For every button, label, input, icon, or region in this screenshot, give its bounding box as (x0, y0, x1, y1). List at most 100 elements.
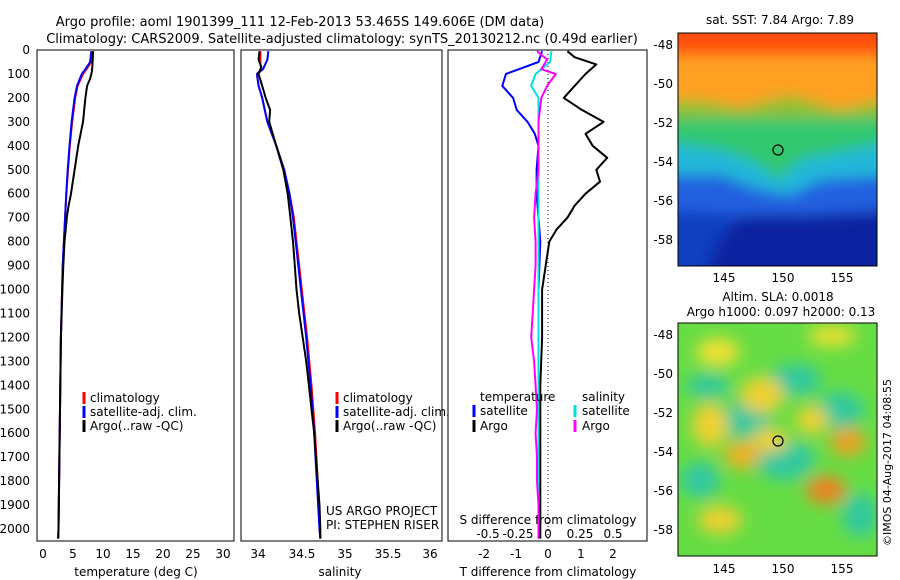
tick-label: 35.5 (375, 547, 402, 561)
legend-header: temperature (480, 390, 555, 404)
float-location-marker (772, 435, 784, 447)
temperature-panel: 0 5 10 15 20 25 30 010020030040050060070… (0, 43, 235, 579)
legend-label: climatology (90, 391, 160, 405)
depth-tick-label: 700 (7, 211, 30, 225)
figure-title-line2: Climatology: CARS2009. Satellite-adjuste… (46, 32, 638, 47)
tick-label: 155 (831, 562, 854, 576)
tick-label: 0 (39, 547, 47, 561)
depth-tick-label: 1000 (0, 283, 30, 297)
sla-map-title-line2: Argo h1000: 0.097 h2000: 0.13 (687, 305, 876, 319)
legend-label: Argo (582, 419, 610, 433)
sst-map-y-ticks: -48 -50 -52 -54 -56 -58 (653, 38, 673, 247)
depth-tick-label: 400 (7, 139, 30, 153)
tick-label: -54 (653, 445, 673, 459)
tick-label: 34 (250, 547, 265, 561)
series-line-satellite-salinity (530, 51, 553, 539)
tick-label: -56 (653, 194, 673, 208)
tick-label: 150 (772, 271, 795, 285)
tick-label: 25 (185, 547, 200, 561)
depth-tick-label: 200 (7, 91, 30, 105)
difference-x-ticks: -2 -1 0 1 2 (478, 547, 617, 561)
float-location-marker (772, 144, 784, 156)
depth-tick-label: 900 (7, 259, 30, 273)
pi-annotation: PI: STEPHEN RISER (326, 518, 439, 532)
legend-header: salinity (582, 390, 625, 404)
sla-map-frame (677, 322, 878, 557)
tick-label: -56 (653, 484, 673, 498)
tick-label: -58 (653, 233, 673, 247)
tick-label: -0.25 (502, 527, 533, 541)
tick-label: -54 (653, 155, 673, 169)
salinity-panel: 34 34.5 35 35.5 36 salinity climatology … (240, 49, 450, 579)
sst-heatmap (678, 33, 877, 266)
tick-label: -2 (478, 547, 490, 561)
tick-label: -58 (653, 523, 673, 537)
difference-panel: -2 -1 0 1 2 -0.5 -0.25 0 0.25 0.5 S diff… (447, 49, 648, 579)
depth-tick-label: 800 (7, 235, 30, 249)
tick-label: -48 (653, 328, 673, 342)
legend-label: Argo(..raw -QC) (343, 419, 436, 433)
tick-label: 150 (772, 562, 795, 576)
figure-title-line1: Argo profile: aoml 1901399_111 12-Feb-20… (56, 15, 545, 30)
tick-label: -48 (653, 38, 673, 52)
salinity-axes-frame (240, 49, 443, 542)
tick-label: -0.5 (476, 527, 499, 541)
tick-label: 10 (95, 547, 110, 561)
legend-label: satellite-adj. clim. (90, 405, 197, 419)
legend-label: Argo (480, 419, 508, 433)
tick-label: -1 (510, 547, 522, 561)
legend-label: Argo(..raw -QC) (90, 419, 183, 433)
temperature-legend: climatology satellite-adj. clim. Argo(..… (82, 391, 197, 433)
temperature-difference-legend: temperature satellite Argo (472, 390, 555, 433)
salinity-x-ticks: 34 34.5 35 35.5 36 (250, 547, 437, 561)
legend-label: satellite (480, 404, 528, 418)
sla-map-panel: Altim. SLA: 0.0018 Argo h1000: 0.097 h20… (653, 290, 878, 576)
tick-label: 2 (609, 547, 617, 561)
tick-label: 145 (713, 271, 736, 285)
series-line-argo-salinity (530, 50, 557, 539)
depth-tick-label: 1200 (0, 330, 30, 344)
depth-tick-label: 1700 (0, 450, 30, 464)
sst-map-frame (677, 32, 878, 267)
tick-label: 15 (125, 547, 140, 561)
tick-label: 30 (215, 547, 230, 561)
difference-lines (501, 50, 609, 539)
s-difference-label: S difference from climatology (460, 513, 637, 527)
sst-map-panel: sat. SST: 7.84 Argo: 7.89 145 150 155 -4… (653, 13, 878, 285)
tick-label: -50 (653, 77, 673, 91)
series-line-argo-temperature (539, 50, 609, 539)
salinity-difference-legend: salinity satellite Argo (573, 390, 630, 433)
temperature-axes-frame (36, 49, 235, 542)
tick-label: 20 (155, 547, 170, 561)
depth-tick-label: 1400 (0, 378, 30, 392)
series-line-argo-raw-qc (57, 51, 95, 539)
tick-label: 35 (337, 547, 352, 561)
difference-axes-frame (447, 49, 648, 542)
legend-label: satellite (582, 404, 630, 418)
tick-label: 0.5 (603, 527, 622, 541)
tick-label: 5 (69, 547, 77, 561)
tick-label: 155 (831, 271, 854, 285)
sla-map-title-line1: Altim. SLA: 0.0018 (722, 290, 833, 304)
legend-label: satellite-adj. clim. (343, 405, 450, 419)
depth-y-ticks: 0 100 200 300 400 500 600 700 800 900 1000 1100 1200… (0, 43, 30, 536)
depth-tick-label: 1100 (0, 306, 30, 320)
temperature-lines (57, 51, 95, 539)
temperature-x-label: temperature (deg C) (74, 565, 197, 579)
imos-credit: ©IMOS 04-Aug-2017 04:08:55 (881, 379, 894, 546)
tick-label: 36 (422, 547, 437, 561)
depth-tick-label: 1600 (0, 426, 30, 440)
project-annotation: US ARGO PROJECT (326, 504, 438, 518)
legend-label: climatology (343, 391, 413, 405)
sst-map-title: sat. SST: 7.84 Argo: 7.89 (706, 13, 854, 27)
depth-tick-label: 1500 (0, 402, 30, 416)
tick-label: -52 (653, 116, 673, 130)
sst-map-x-ticks: 145 150 155 (713, 271, 854, 285)
tick-label: -50 (653, 367, 673, 381)
depth-tick-label: 100 (7, 67, 30, 81)
t-difference-label: T difference from climatology (459, 565, 637, 579)
tick-label: 0 (544, 527, 552, 541)
depth-tick-label: 1900 (0, 498, 30, 512)
temperature-x-ticks: 0 5 10 15 20 25 30 (39, 547, 230, 561)
